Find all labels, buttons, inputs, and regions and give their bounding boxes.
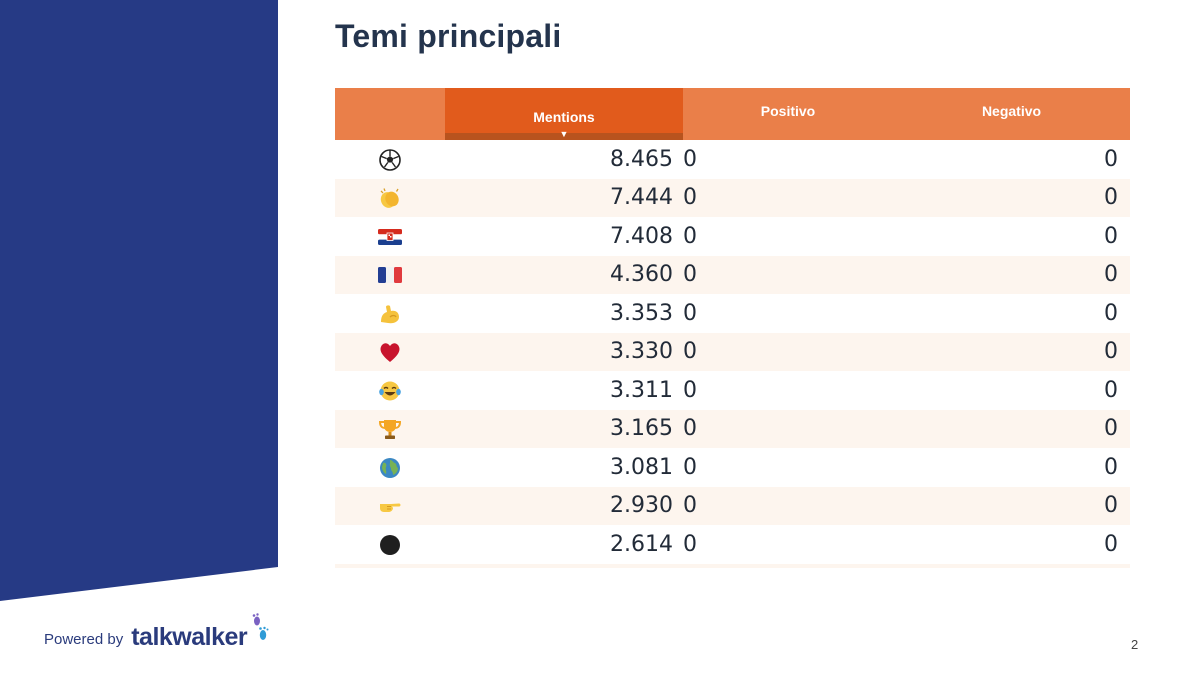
topic-emoji-cell	[335, 217, 445, 256]
positive-value: 0	[683, 531, 697, 557]
negative-value: 0	[893, 486, 1130, 525]
mentions-value: 3.311	[610, 377, 673, 403]
table-row: 7.444 0 0	[335, 178, 1130, 217]
brand-name: talkwalker	[131, 623, 248, 651]
powered-by-talkwalker: Powered by talkwalker	[44, 613, 271, 654]
positive-value: 0	[683, 332, 893, 371]
table-row: 2.614 0 0	[335, 525, 1130, 564]
mentions-value: 2.614	[610, 531, 673, 557]
positive-value: 0	[683, 223, 697, 249]
negative-value: 0	[1104, 223, 1118, 249]
mentions-value: 4.360	[445, 255, 683, 294]
table-row: 3.081 0 0	[335, 448, 1130, 487]
france-flag-icon	[378, 262, 402, 287]
topic-emoji-cell	[335, 486, 445, 525]
table-row: 7.408 0 0	[335, 217, 1130, 256]
mentions-value: 3.165	[445, 409, 683, 448]
mentions-value: 8.465	[610, 146, 673, 172]
positive-value: 0	[683, 409, 893, 448]
croatia-flag-icon	[378, 224, 402, 249]
mentions-value: 3.081	[610, 454, 673, 480]
positive-value: 0	[683, 454, 697, 480]
positive-value: 0	[683, 178, 893, 217]
negative-value: 0	[1104, 300, 1118, 326]
topic-emoji-cell	[335, 332, 445, 371]
table-row: 3.353 0 0	[335, 294, 1130, 333]
table-row: 4.360 0 0	[335, 255, 1130, 294]
mentions-value: 3.330	[445, 332, 683, 371]
table-bottom-strip	[335, 563, 1130, 568]
negative-value: 0	[1104, 531, 1118, 557]
topic-emoji-cell	[335, 255, 445, 294]
negative-value: 0	[893, 255, 1130, 294]
header-negative[interactable]: Negativo	[893, 88, 1130, 140]
footprints-logo-icon	[249, 613, 271, 654]
powered-by-label: Powered by	[44, 631, 124, 648]
topic-emoji-cell	[335, 525, 445, 564]
topic-emoji-cell	[335, 409, 445, 448]
mentions-value: 2.930	[445, 486, 683, 525]
slide-title: Temi principali	[335, 18, 562, 54]
table-row: 3.311 0 0	[335, 371, 1130, 410]
negative-value: 0	[1104, 377, 1118, 403]
positive-value: 0	[683, 255, 893, 294]
negative-value: 0	[893, 332, 1130, 371]
positive-value: 0	[683, 377, 697, 403]
topics-table: Mentions ▼ Positivo Negativo 8.465 0 0 7.44…	[335, 88, 1130, 568]
positive-value: 0	[683, 146, 697, 172]
mentions-value: 7.444	[445, 178, 683, 217]
header-emoji	[335, 88, 445, 140]
table-row: 2.930 0 0	[335, 486, 1130, 525]
negative-value: 0	[1104, 454, 1118, 480]
negative-value: 0	[893, 178, 1130, 217]
table-header-row: Mentions ▼ Positivo Negativo	[335, 88, 1130, 140]
topic-emoji-cell	[335, 140, 445, 179]
soccer-ball-icon	[379, 147, 401, 172]
header-positive[interactable]: Positivo	[683, 88, 893, 140]
negative-value: 0	[893, 409, 1130, 448]
table-row: 3.330 0 0	[335, 332, 1130, 371]
mentions-value: 3.353	[610, 300, 673, 326]
blue-side-panel	[0, 0, 280, 675]
topic-emoji-cell	[335, 178, 445, 217]
header-mentions[interactable]: Mentions ▼	[445, 88, 683, 140]
globe-icon	[378, 455, 402, 480]
sort-down-icon: ▼	[559, 129, 569, 139]
topic-emoji-cell	[335, 294, 445, 333]
trophy-icon	[378, 416, 402, 441]
pointing-hand-icon	[378, 493, 402, 518]
mentions-value: 7.408	[610, 223, 673, 249]
clapping-hands-icon	[378, 185, 402, 210]
red-heart-icon	[378, 339, 402, 364]
flexed-biceps-icon	[378, 301, 402, 326]
positive-value: 0	[683, 300, 697, 326]
positive-value: 0	[683, 486, 893, 525]
table-row: 3.165 0 0	[335, 409, 1130, 448]
topic-emoji-cell	[335, 448, 445, 487]
topic-emoji-cell	[335, 371, 445, 410]
tears-of-joy-icon	[378, 378, 402, 403]
table-row: 8.465 0 0	[335, 140, 1130, 179]
page-number: 2	[1131, 637, 1139, 652]
negative-value: 0	[1104, 146, 1118, 172]
black-circle-icon	[378, 532, 402, 557]
